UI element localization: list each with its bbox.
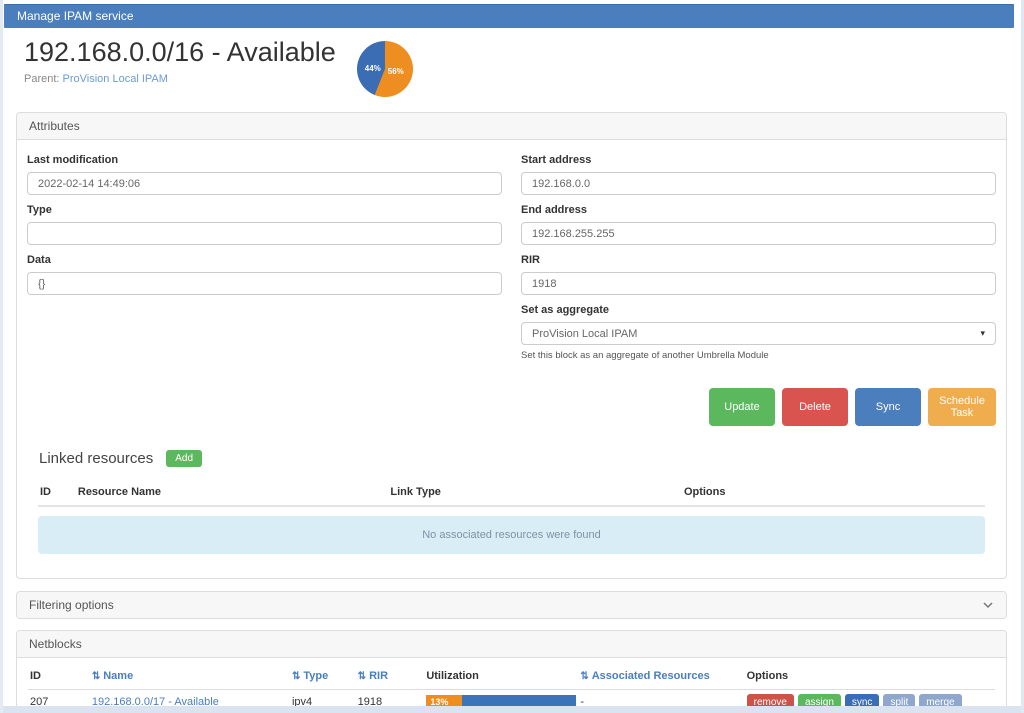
lr-col-id: ID bbox=[38, 479, 76, 506]
field-end-address: End address bbox=[521, 204, 996, 245]
nb-col-type[interactable]: ⇅Type bbox=[290, 663, 356, 690]
rir-input[interactable] bbox=[521, 272, 996, 295]
page-title: 192.168.0.0/16 - Available bbox=[24, 37, 336, 68]
nb-col-utilization: Utilization bbox=[424, 663, 578, 690]
aggregate-select-value: ProVision Local IPAM bbox=[532, 328, 637, 340]
page-titlebar: Manage IPAM service bbox=[4, 4, 1014, 28]
sort-icon: ⇅ bbox=[580, 671, 588, 682]
linked-resources-header: Linked resources Add bbox=[39, 450, 996, 467]
parent-link[interactable]: ProVision Local IPAM bbox=[63, 73, 168, 85]
chevron-down-icon[interactable] bbox=[982, 599, 994, 611]
attributes-panel-heading: Attributes bbox=[17, 113, 1006, 140]
attributes-panel-body: Last modification Type Data Start addres… bbox=[17, 140, 1006, 578]
bottom-strip bbox=[3, 706, 1021, 713]
attributes-buttons-row: Update Delete Sync Schedule Task bbox=[27, 388, 996, 426]
end-address-input[interactable] bbox=[521, 222, 996, 245]
field-data: Data bbox=[27, 254, 502, 295]
attributes-form-left: Last modification Type Data bbox=[27, 152, 502, 304]
nb-col-id: ID bbox=[28, 663, 90, 690]
netblocks-header-row: ID ⇅Name ⇅Type ⇅RIR Utilization ⇅Associa… bbox=[28, 663, 995, 690]
type-label: Type bbox=[27, 204, 502, 216]
sort-icon: ⇅ bbox=[358, 671, 366, 682]
title-block: 192.168.0.0/16 - Available Parent: ProVi… bbox=[24, 37, 336, 85]
filtering-options-panel: Filtering options bbox=[16, 591, 1007, 619]
parent-line: Parent: ProVision Local IPAM bbox=[24, 73, 336, 85]
pie-slice-label-blue: 44% bbox=[365, 64, 381, 73]
netblocks-panel-heading: Netblocks bbox=[17, 631, 1006, 658]
linked-resources-title: Linked resources bbox=[39, 450, 153, 467]
field-aggregate: Set as aggregate ProVision Local IPAM ▾ … bbox=[521, 304, 996, 361]
lr-col-resource-name: Resource Name bbox=[76, 479, 389, 506]
nb-col-options: Options bbox=[745, 663, 995, 690]
schedule-task-button[interactable]: Schedule Task bbox=[928, 388, 996, 426]
type-input[interactable] bbox=[27, 222, 502, 245]
select-caret-icon: ▾ bbox=[980, 328, 985, 339]
data-label: Data bbox=[27, 254, 502, 266]
start-address-input[interactable] bbox=[521, 172, 996, 195]
attributes-form-right: Start address End address RIR Set as agg… bbox=[521, 152, 996, 370]
utilization-pie-wrap: 44% 56% bbox=[357, 41, 413, 97]
field-last-modification: Last modification bbox=[27, 154, 502, 195]
nb-col-name[interactable]: ⇅Name bbox=[90, 663, 290, 690]
filtering-options-heading[interactable]: Filtering options bbox=[17, 592, 1006, 618]
page: Manage IPAM service 192.168.0.0/16 - Ava… bbox=[0, 0, 1024, 713]
pie-slice-label-orange: 56% bbox=[388, 67, 404, 76]
attributes-form: Last modification Type Data Start addres… bbox=[27, 152, 996, 370]
sort-icon: ⇅ bbox=[292, 671, 300, 682]
start-address-label: Start address bbox=[521, 154, 996, 166]
filtering-options-title: Filtering options bbox=[29, 598, 114, 612]
field-start-address: Start address bbox=[521, 154, 996, 195]
add-resource-button[interactable]: Add bbox=[166, 450, 202, 467]
lr-col-link-type: Link Type bbox=[388, 479, 682, 506]
nb-col-associated[interactable]: ⇅Associated Resources bbox=[578, 663, 744, 690]
linked-resources-table: ID Resource Name Link Type Options bbox=[38, 479, 985, 507]
attributes-panel: Attributes Last modification Type Data bbox=[16, 112, 1007, 579]
parent-label: Parent: bbox=[24, 73, 59, 85]
last-modification-input[interactable] bbox=[27, 172, 502, 195]
linked-resources-header-row: ID Resource Name Link Type Options bbox=[38, 479, 985, 506]
sort-icon: ⇅ bbox=[92, 671, 100, 682]
sync-button[interactable]: Sync bbox=[855, 388, 921, 426]
field-type: Type bbox=[27, 204, 502, 245]
data-input[interactable] bbox=[27, 272, 502, 295]
aggregate-select[interactable]: ProVision Local IPAM ▾ bbox=[521, 322, 996, 345]
no-resources-alert: No associated resources were found bbox=[38, 516, 985, 554]
update-button[interactable]: Update bbox=[709, 388, 775, 426]
netblocks-panel: Netblocks ID ⇅Name ⇅Type ⇅RIR Utilizatio… bbox=[16, 630, 1007, 713]
aggregate-label: Set as aggregate bbox=[521, 304, 996, 316]
aggregate-help-text: Set this block as an aggregate of anothe… bbox=[521, 350, 996, 361]
field-rir: RIR bbox=[521, 254, 996, 295]
nb-col-rir[interactable]: ⇅RIR bbox=[356, 663, 425, 690]
rir-label: RIR bbox=[521, 254, 996, 266]
lr-col-options: Options bbox=[682, 479, 985, 506]
page-header: 192.168.0.0/16 - Available Parent: ProVi… bbox=[3, 28, 1021, 97]
last-modification-label: Last modification bbox=[27, 154, 502, 166]
page-titlebar-text: Manage IPAM service bbox=[17, 9, 134, 23]
end-address-label: End address bbox=[521, 204, 996, 216]
delete-button[interactable]: Delete bbox=[782, 388, 848, 426]
